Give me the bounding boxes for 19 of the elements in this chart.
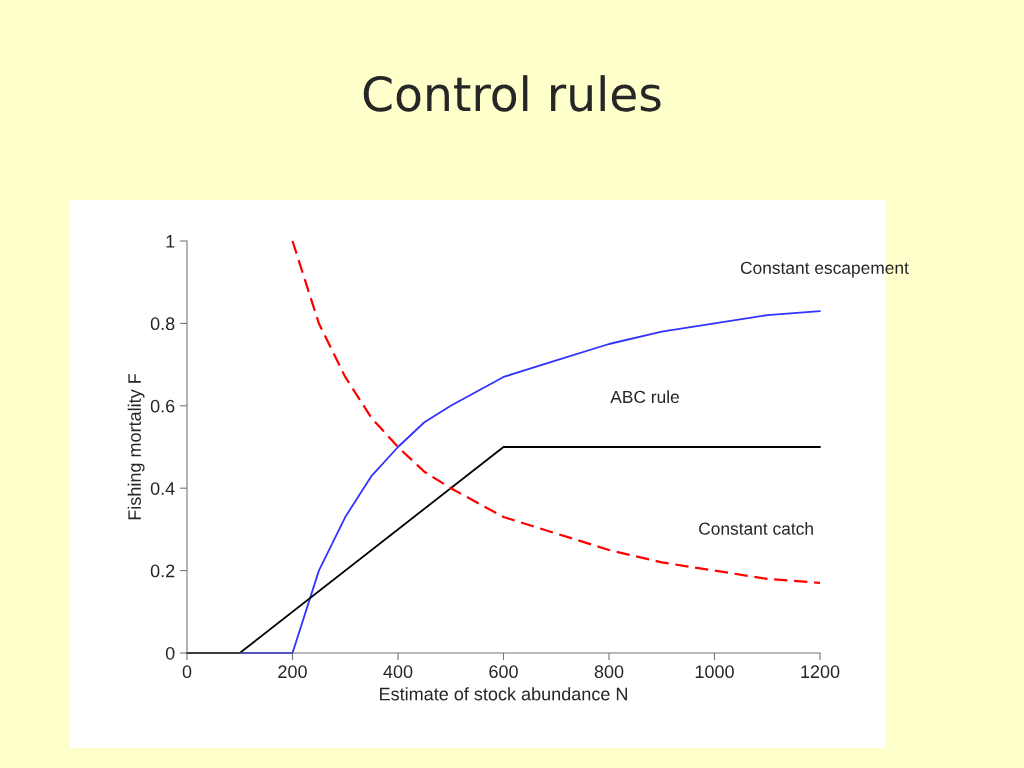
x-tick-label: 200 [278, 665, 307, 679]
text: ABC rule [610, 390, 679, 404]
y-tick-label: 0 [165, 646, 175, 660]
x-tick-label: 1000 [695, 665, 734, 679]
y-tick-label: 0.4 [150, 482, 175, 495]
y-tick-label: 0.6 [150, 399, 175, 413]
x-tick-label: 600 [489, 665, 518, 679]
series-label: Constant catch [699, 522, 813, 535]
chart-title: Control rules [363, 75, 661, 112]
x-tick-label: 800 [594, 665, 624, 679]
y-tick-label: 0.2 [150, 564, 175, 578]
y-tick-label: 0.8 [150, 317, 175, 331]
x-tick-label: 0 [182, 665, 192, 679]
x-axis-title: Estimate of stock abundance N [380, 687, 627, 701]
x-tick-label: 1200 [801, 665, 840, 679]
y-axis-title: Fishing mortality F [127, 373, 145, 520]
text: Constant escapement [740, 261, 909, 278]
x-tick-label: 400 [383, 665, 413, 679]
y-tick-label: 1 [166, 235, 175, 248]
